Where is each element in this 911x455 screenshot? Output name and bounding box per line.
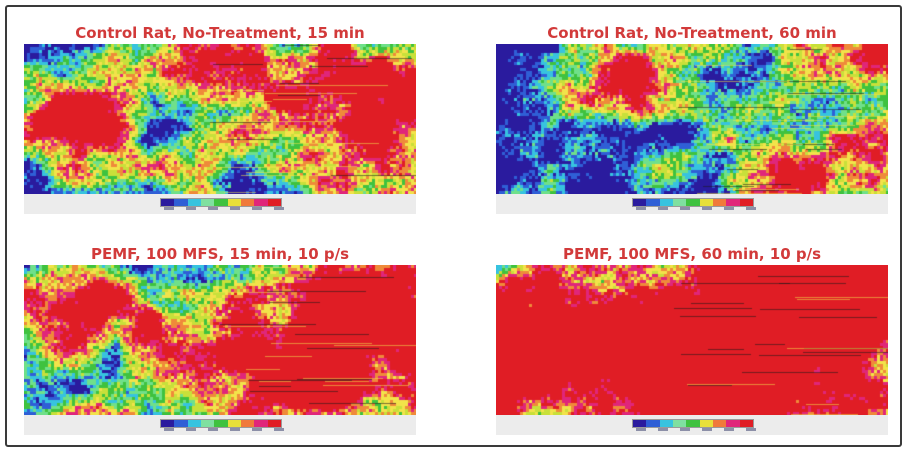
color-scale-swatch xyxy=(174,199,188,206)
color-scale-swatch xyxy=(200,199,215,206)
color-scale-tick xyxy=(186,207,196,210)
color-scale-bar xyxy=(632,419,754,428)
color-scale-swatch xyxy=(659,420,673,427)
color-scale-tick xyxy=(636,428,646,431)
color-scale-swatch xyxy=(726,199,740,206)
color-scale-swatch xyxy=(267,199,281,206)
color-scale-swatch xyxy=(739,420,753,427)
color-scale-tick xyxy=(658,428,668,431)
panel-title: PEMF, 100 MFS, 15 min, 10 p/s xyxy=(90,245,350,263)
color-scale-swatch xyxy=(254,420,268,427)
panel-pemf-15min: PEMF, 100 MFS, 15 min, 10 p/s xyxy=(24,243,416,435)
color-scale-tick xyxy=(164,207,174,210)
color-scale-tick xyxy=(230,428,240,431)
color-scale-ticks xyxy=(626,207,756,212)
color-scale-tick xyxy=(186,428,196,431)
color-scale-swatch xyxy=(187,420,201,427)
color-scale-swatch xyxy=(686,420,700,427)
color-scale-swatch xyxy=(672,199,687,206)
color-scale-swatch xyxy=(187,199,201,206)
color-scale-swatch xyxy=(726,420,740,427)
color-scale-swatch xyxy=(240,199,255,206)
color-scale-tick xyxy=(274,207,284,210)
color-scale-swatch xyxy=(254,199,268,206)
color-scale-swatch xyxy=(174,420,188,427)
color-scale-swatch xyxy=(161,199,175,206)
color-scale-swatch xyxy=(240,420,255,427)
color-scale-bar xyxy=(160,419,282,428)
thermal-map xyxy=(496,44,888,194)
color-scale-swatch xyxy=(699,199,713,206)
color-scale-swatch xyxy=(227,199,241,206)
panel-pemf-60min: PEMF, 100 MFS, 60 min, 10 p/s xyxy=(496,243,888,435)
panel-control-60min: Control Rat, No-Treatment, 60 min xyxy=(496,22,888,214)
color-scale-bar xyxy=(632,198,754,207)
color-scale-tick xyxy=(746,207,756,210)
color-scale-tick xyxy=(208,428,218,431)
color-scale-tick xyxy=(724,207,734,210)
color-scale-swatch xyxy=(659,199,673,206)
color-scale-tick xyxy=(680,207,690,210)
color-scale-tick xyxy=(274,428,284,431)
color-scale-swatch xyxy=(214,199,228,206)
color-scale-swatch xyxy=(686,199,700,206)
color-scale-tick xyxy=(208,207,218,210)
color-scale-swatch xyxy=(699,420,713,427)
color-scale-tick xyxy=(658,207,668,210)
thermal-map xyxy=(496,265,888,415)
color-scale-swatch xyxy=(161,420,175,427)
thermal-map xyxy=(24,44,416,194)
color-scale-swatch xyxy=(633,199,647,206)
color-scale-swatch xyxy=(633,420,647,427)
color-scale-swatch xyxy=(672,420,687,427)
color-scale-swatch xyxy=(646,199,660,206)
color-scale-tick xyxy=(724,428,734,431)
color-scale-tick xyxy=(680,428,690,431)
thermal-map xyxy=(24,265,416,415)
color-scale-swatch xyxy=(227,420,241,427)
color-scale-tick xyxy=(746,428,756,431)
color-scale-tick xyxy=(230,207,240,210)
color-scale-swatch xyxy=(646,420,660,427)
color-scale-swatch xyxy=(712,199,727,206)
panel-title: Control Rat, No-Treatment, 15 min xyxy=(75,24,365,42)
color-scale-ticks xyxy=(626,428,756,433)
color-scale-tick xyxy=(702,428,712,431)
color-scale-tick xyxy=(164,428,174,431)
color-scale-ticks xyxy=(154,207,284,212)
panel-title: PEMF, 100 MFS, 60 min, 10 p/s xyxy=(562,245,822,263)
color-scale-tick xyxy=(252,207,262,210)
color-scale-swatch xyxy=(739,199,753,206)
color-scale-swatch xyxy=(712,420,727,427)
color-scale-swatch xyxy=(214,420,228,427)
color-scale-tick xyxy=(702,207,712,210)
color-scale-ticks xyxy=(154,428,284,433)
color-scale-swatch xyxy=(267,420,281,427)
panel-control-15min: Control Rat, No-Treatment, 15 min xyxy=(24,22,416,214)
color-scale-swatch xyxy=(200,420,215,427)
panel-title: Control Rat, No-Treatment, 60 min xyxy=(547,24,837,42)
color-scale-bar xyxy=(160,198,282,207)
color-scale-tick xyxy=(252,428,262,431)
color-scale-tick xyxy=(636,207,646,210)
